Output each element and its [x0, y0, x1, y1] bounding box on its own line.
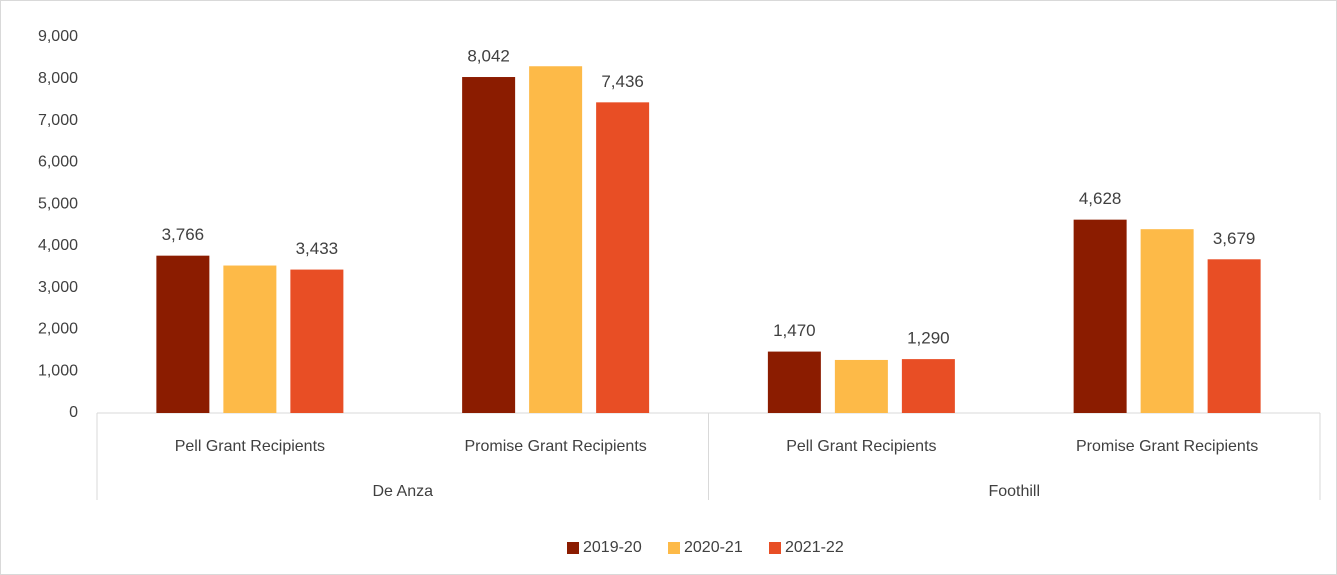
bar [290, 269, 344, 413]
y-tick-label: 0 [69, 404, 78, 421]
y-tick-label: 7,000 [38, 112, 78, 129]
bar [596, 102, 650, 413]
y-tick-label: 8,000 [38, 70, 78, 87]
group-label: De Anza [373, 483, 434, 500]
y-tick-label: 9,000 [38, 28, 78, 45]
bar [1207, 259, 1261, 413]
x-tick-label: Promise Grant Recipients [464, 438, 646, 455]
y-tick-label: 5,000 [38, 195, 78, 212]
data-label: 3,766 [162, 225, 205, 244]
legend-label: 2020-21 [684, 539, 743, 556]
bar [1140, 229, 1194, 413]
y-tick-label: 4,000 [38, 237, 78, 254]
x-tick-label: Pell Grant Recipients [175, 438, 325, 455]
data-label: 3,433 [296, 239, 339, 258]
y-tick-label: 3,000 [38, 279, 78, 296]
group-label: Foothill [988, 483, 1040, 500]
y-tick-label: 6,000 [38, 154, 78, 171]
y-tick-label: 1,000 [38, 362, 78, 379]
legend-label: 2021-22 [785, 539, 844, 556]
legend-label: 2019-20 [583, 539, 642, 556]
x-tick-label: Promise Grant Recipients [1076, 438, 1258, 455]
bar [462, 77, 516, 414]
bar [834, 359, 888, 413]
bar [223, 265, 277, 413]
legend-swatch [769, 542, 781, 554]
data-label: 4,628 [1079, 189, 1122, 208]
data-label: 7,436 [601, 72, 644, 91]
data-label: 8,042 [467, 47, 510, 66]
bar [767, 351, 821, 413]
bar [901, 359, 955, 413]
data-label: 3,679 [1213, 229, 1256, 248]
bar [1073, 219, 1127, 413]
legend-swatch [567, 542, 579, 554]
bar [529, 66, 583, 413]
legend-swatch [668, 542, 680, 554]
y-tick-label: 2,000 [38, 321, 78, 338]
bar [156, 255, 210, 413]
x-tick-label: Pell Grant Recipients [786, 438, 936, 455]
data-label: 1,290 [907, 329, 950, 348]
data-label: 1,470 [773, 321, 816, 340]
